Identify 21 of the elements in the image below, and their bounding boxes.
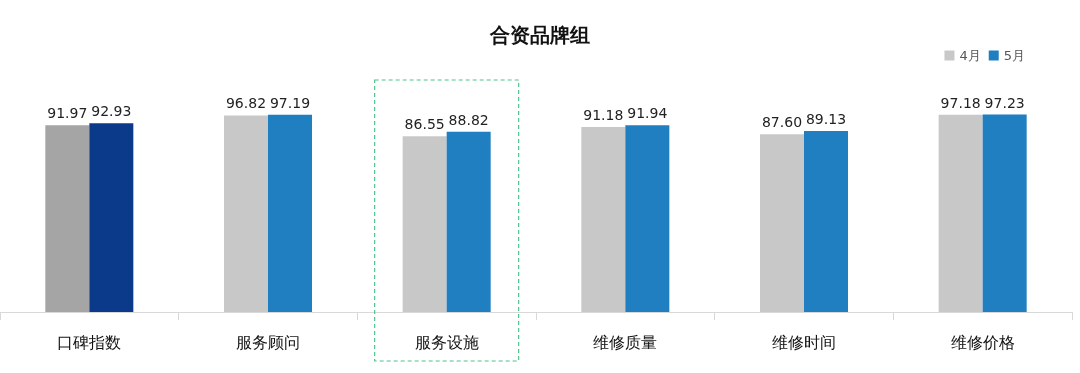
data-label: 88.82 bbox=[448, 111, 489, 128]
data-label: 96.82 bbox=[225, 95, 267, 112]
x-tick-label: 维修时间 bbox=[772, 332, 836, 352]
data-label: 86.55 bbox=[404, 116, 445, 133]
x-tick-label: 维修质量 bbox=[593, 332, 658, 352]
x-tick-label: 口碑指数 bbox=[57, 332, 122, 352]
x-tick-label: 服务顾问 bbox=[236, 332, 300, 352]
x-tick-label: 服务设施 bbox=[414, 332, 479, 352]
legend-label: 5月 bbox=[1003, 48, 1026, 63]
chart-title: 合资品牌组 bbox=[489, 23, 590, 47]
data-label: 91.18 bbox=[583, 106, 624, 123]
data-label: 87.60 bbox=[761, 114, 803, 131]
data-label: 91.94 bbox=[627, 105, 668, 122]
data-label: 97.18 bbox=[940, 94, 981, 111]
data-label: 92.93 bbox=[91, 103, 132, 120]
x-tick-label: 维修价格 bbox=[950, 332, 1015, 352]
data-label: 89.13 bbox=[805, 111, 847, 128]
data-label: 91.97 bbox=[47, 105, 88, 122]
data-label: 97.19 bbox=[269, 94, 311, 111]
data-label: 97.23 bbox=[984, 94, 1025, 111]
legend-label: 4月 bbox=[959, 48, 981, 63]
